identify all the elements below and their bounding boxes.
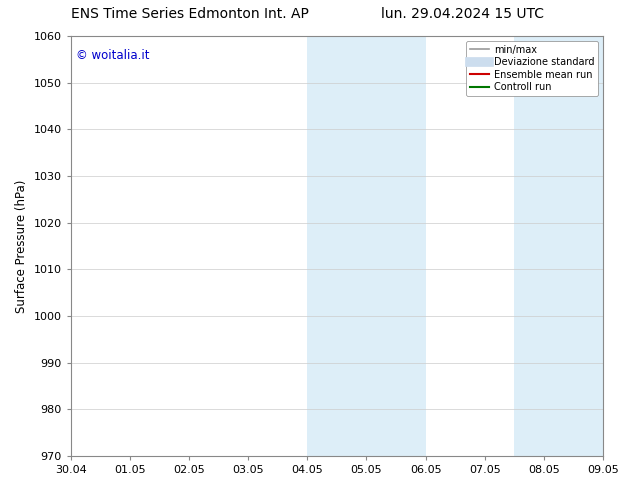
Bar	[307, 36, 425, 456]
Bar	[514, 36, 603, 456]
Text: ENS Time Series Edmonton Int. AP: ENS Time Series Edmonton Int. AP	[71, 7, 309, 22]
Text: © woitalia.it: © woitalia.it	[76, 49, 150, 62]
Y-axis label: Surface Pressure (hPa): Surface Pressure (hPa)	[15, 179, 28, 313]
Legend: min/max, Deviazione standard, Ensemble mean run, Controll run: min/max, Deviazione standard, Ensemble m…	[466, 41, 598, 96]
Text: lun. 29.04.2024 15 UTC: lun. 29.04.2024 15 UTC	[381, 7, 545, 22]
